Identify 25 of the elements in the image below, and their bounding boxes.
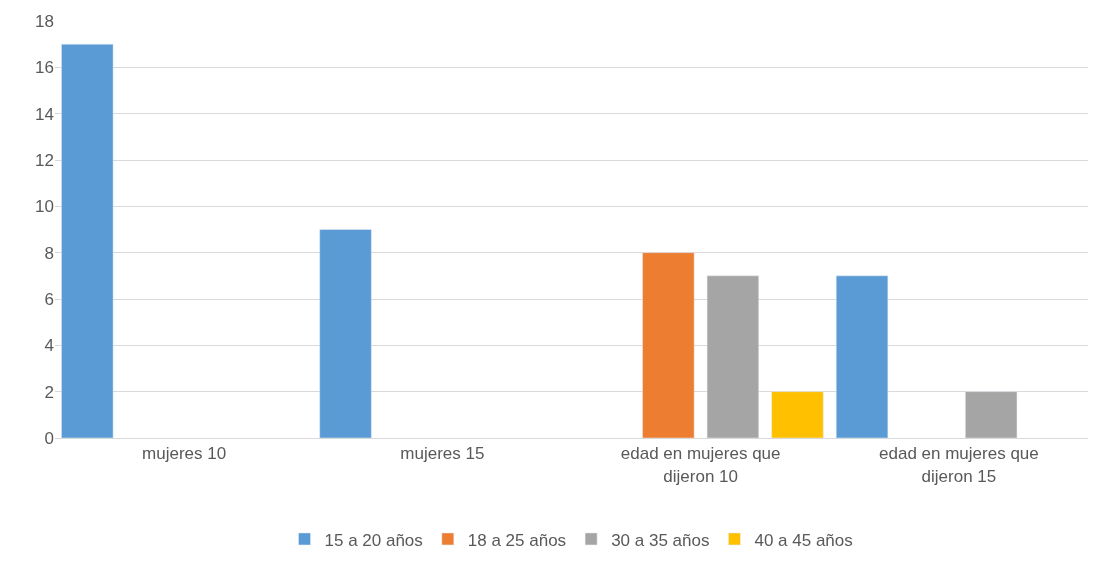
bar bbox=[965, 391, 1018, 438]
legend-label: 15 a 20 años bbox=[324, 530, 423, 550]
y-tick-label: 4 bbox=[44, 336, 54, 356]
bar bbox=[835, 275, 889, 438]
x-tick-label: edad en mujeres que dijeron 15 bbox=[879, 444, 1039, 486]
y-tick-label: 10 bbox=[35, 197, 54, 217]
y-tick-label: 0 bbox=[44, 428, 54, 448]
x-tick-label: edad en mujeres que dijeron 10 bbox=[620, 444, 781, 486]
x-tick-label: mujeres 10 bbox=[142, 444, 227, 464]
legend-label: 18 a 25 años bbox=[467, 530, 567, 550]
y-tick-label: 12 bbox=[35, 150, 54, 170]
legend-label: 30 a 35 años bbox=[611, 530, 710, 550]
x-tick-label: mujeres 15 bbox=[400, 444, 485, 464]
bar bbox=[771, 391, 824, 438]
y-tick-label: 8 bbox=[44, 243, 54, 263]
y-tick-label: 18 bbox=[35, 11, 54, 31]
bar bbox=[642, 252, 695, 438]
bar bbox=[319, 229, 372, 438]
y-tick-label: 14 bbox=[35, 104, 54, 124]
legend-label: 40 a 45 años bbox=[754, 530, 853, 550]
bar bbox=[706, 275, 759, 438]
y-tick-label: 6 bbox=[44, 289, 54, 309]
y-tick-label: 2 bbox=[44, 382, 54, 402]
y-tick-label: 16 bbox=[35, 58, 54, 78]
bar bbox=[61, 43, 114, 438]
